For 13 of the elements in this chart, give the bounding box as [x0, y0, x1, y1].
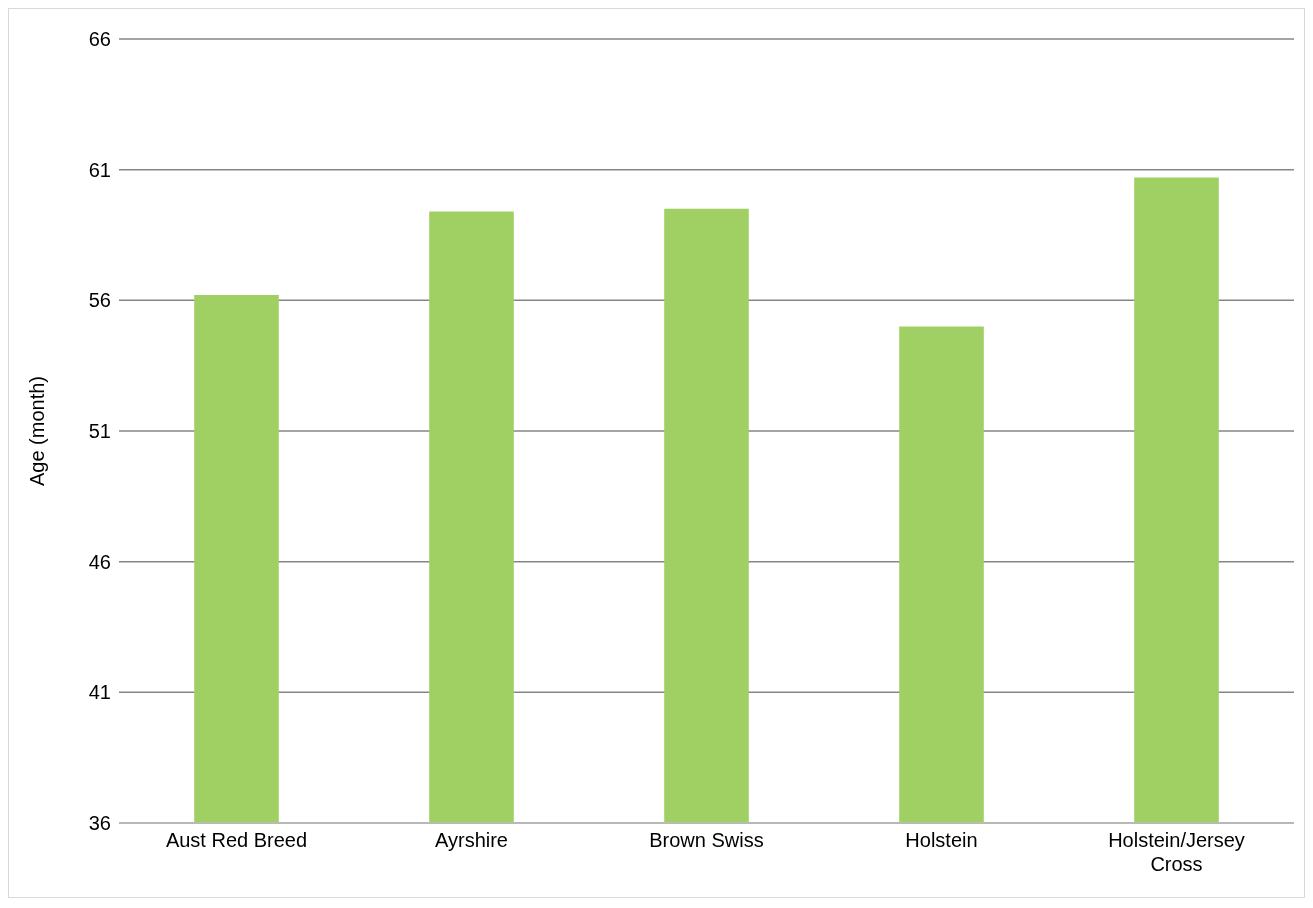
y-tick-label: 41 [88, 681, 111, 704]
x-tick-label: Brown Swiss [649, 829, 764, 851]
x-tick-label: Ayrshire [435, 829, 508, 851]
y-axis-title: Age (month) [26, 375, 49, 487]
y-tick-label: 46 [88, 550, 111, 573]
y-tick-label: 61 [88, 158, 111, 181]
x-tick-label: Holstein [905, 829, 978, 851]
y-tick-label: 66 [88, 28, 111, 51]
y-tick-label: 56 [88, 289, 111, 312]
y-tick-label: 51 [88, 420, 111, 443]
y-tick-label: 36 [88, 812, 111, 835]
x-tick-label: Holstein/Jersey Cross [1108, 829, 1245, 875]
x-tick-label: Aust Red Breed [165, 829, 308, 851]
